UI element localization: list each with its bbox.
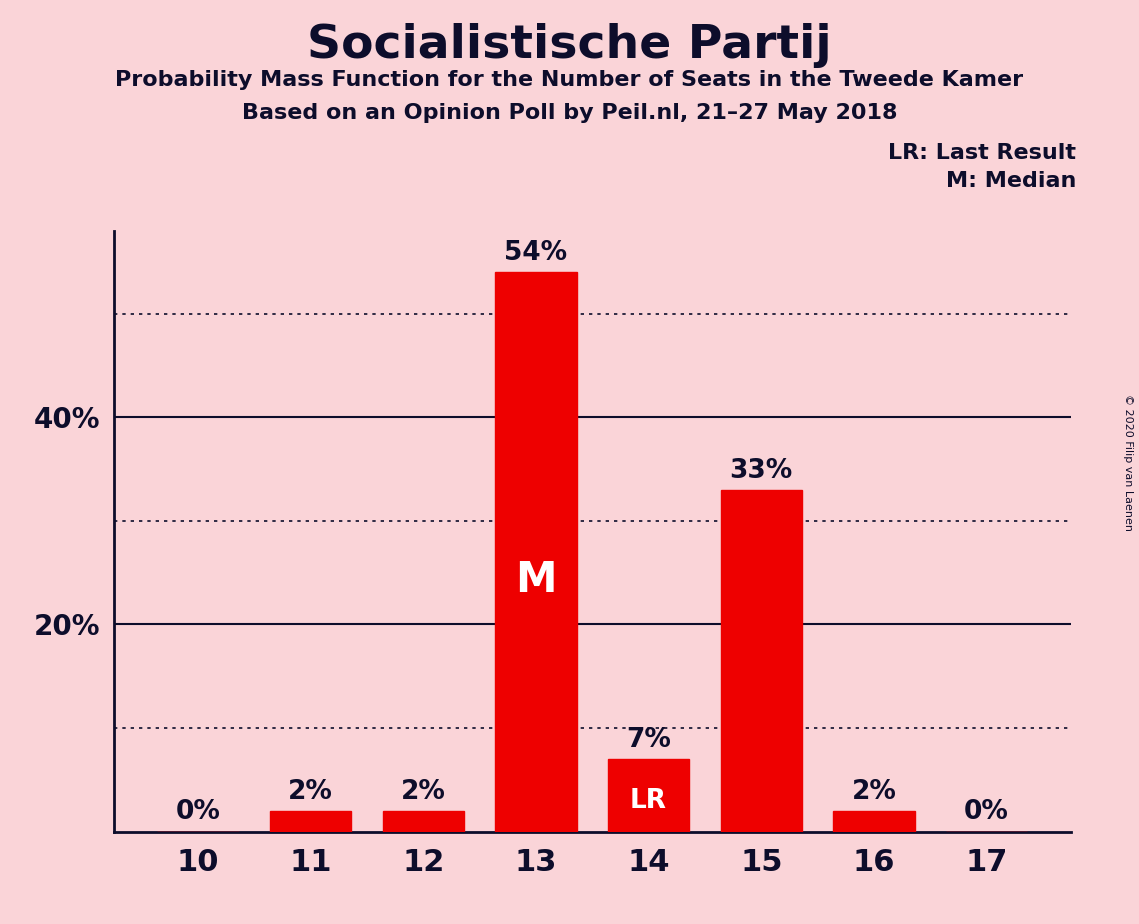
Text: © 2020 Filip van Laenen: © 2020 Filip van Laenen xyxy=(1123,394,1133,530)
Text: 0%: 0% xyxy=(175,799,220,825)
Bar xyxy=(270,811,351,832)
Text: 7%: 7% xyxy=(626,727,671,753)
Bar xyxy=(608,760,689,832)
Bar xyxy=(383,811,464,832)
Text: M: Median: M: Median xyxy=(947,171,1076,191)
Text: Based on an Opinion Poll by Peil.nl, 21–27 May 2018: Based on an Opinion Poll by Peil.nl, 21–… xyxy=(241,103,898,124)
Text: LR: Last Result: LR: Last Result xyxy=(888,143,1076,164)
Bar xyxy=(834,811,915,832)
Text: Socialistische Partij: Socialistische Partij xyxy=(308,23,831,68)
Text: 0%: 0% xyxy=(965,799,1009,825)
Text: 2%: 2% xyxy=(852,779,896,805)
Bar xyxy=(495,273,576,832)
Text: M: M xyxy=(515,559,557,601)
Text: Probability Mass Function for the Number of Seats in the Tweede Kamer: Probability Mass Function for the Number… xyxy=(115,70,1024,91)
Text: 54%: 54% xyxy=(505,240,567,266)
Text: 33%: 33% xyxy=(730,457,793,483)
Text: 2%: 2% xyxy=(401,779,445,805)
Bar xyxy=(721,490,802,832)
Text: LR: LR xyxy=(630,788,667,814)
Text: 2%: 2% xyxy=(288,779,333,805)
